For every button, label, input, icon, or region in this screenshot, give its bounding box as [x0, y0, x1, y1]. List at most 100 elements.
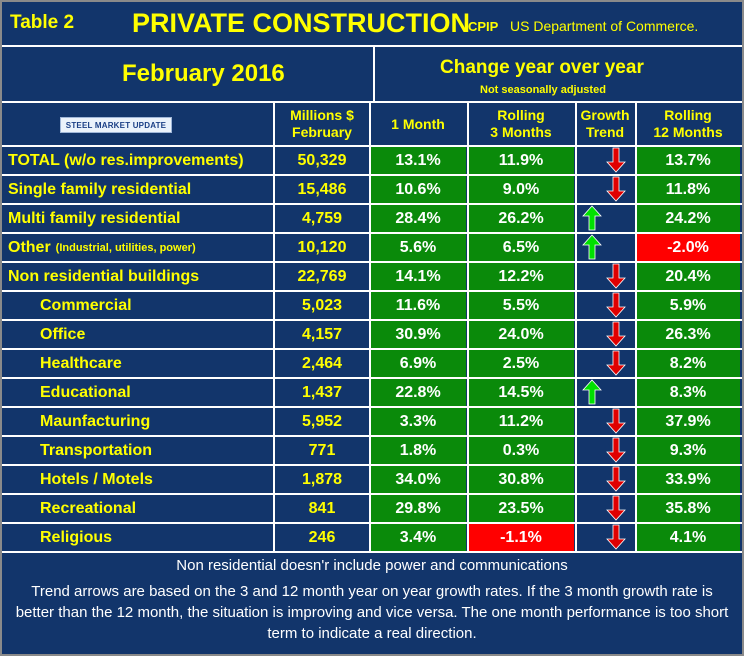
- one-month-cell: 13.1%: [370, 146, 466, 175]
- rolling-3-cell: 11.2%: [468, 407, 574, 436]
- col-header-one-month: 1 Month: [391, 115, 445, 132]
- row-label-text: TOTAL (w/o res.improvements): [8, 151, 244, 169]
- trend-down-arrow-icon: [606, 350, 626, 376]
- logo-text: STEEL MARKET UPDATE: [65, 120, 167, 130]
- trend-up-arrow-icon: [582, 234, 602, 260]
- rolling-3-cell: 26.2%: [468, 204, 574, 233]
- trend-down-arrow-icon: [606, 524, 626, 550]
- rolling-3-cell: 6.5%: [468, 233, 574, 262]
- grid-line: [2, 464, 742, 466]
- row-label: Commercial: [40, 291, 274, 320]
- row-label-text: Single family residential: [8, 180, 192, 198]
- row-label: Educational: [40, 378, 274, 407]
- one-month-cell: 30.9%: [370, 320, 466, 349]
- millions-cell: 5,952: [301, 412, 343, 430]
- trend-down-arrow-icon: [606, 466, 626, 492]
- rolling-12-cell: 8.3%: [636, 378, 740, 407]
- one-month-cell: 34.0%: [370, 465, 466, 494]
- one-month-cell: 10.6%: [370, 175, 466, 204]
- col-header-growth-trend: Growth Trend: [580, 107, 630, 140]
- rolling-12-cell: 24.2%: [636, 204, 740, 233]
- grid-line: [2, 203, 742, 205]
- rolling-3-cell: 9.0%: [468, 175, 574, 204]
- row-label: TOTAL (w/o res.improvements): [8, 146, 274, 175]
- one-month-cell: 6.9%: [370, 349, 466, 378]
- col-header-millions: Millions $ February: [290, 107, 354, 140]
- one-month-cell: 14.1%: [370, 262, 466, 291]
- grid-line: [575, 102, 577, 552]
- grid-line: [2, 145, 742, 147]
- rolling-12-cell: 13.7%: [636, 146, 740, 175]
- trend-down-arrow-icon: [606, 263, 626, 289]
- rolling-12-cell: 5.9%: [636, 291, 740, 320]
- row-label: Transportation: [40, 436, 274, 465]
- grid-line: [2, 493, 742, 495]
- grid-line: [2, 406, 742, 408]
- row-label: Office: [40, 320, 274, 349]
- one-month-cell: 28.4%: [370, 204, 466, 233]
- rolling-3-cell: 30.8%: [468, 465, 574, 494]
- grid-line: [2, 101, 742, 103]
- row-label: Other (Industrial, utilities, power): [8, 233, 274, 262]
- footnote-trend: Trend arrows are based on the 3 and 12 m…: [15, 583, 729, 642]
- row-label-text: Commercial: [40, 296, 132, 314]
- row-label-text: Religious: [40, 528, 113, 546]
- one-month-cell: 3.4%: [370, 523, 466, 552]
- title-source: US Department of Commerce.: [510, 18, 699, 34]
- trend-up-arrow-icon: [582, 379, 602, 405]
- rolling-3-cell: 2.5%: [468, 349, 574, 378]
- row-label-text: Educational: [40, 383, 131, 401]
- grid-line: [2, 319, 742, 321]
- grid-line: [2, 551, 742, 553]
- grid-line: [369, 102, 371, 552]
- millions-cell: 4,157: [301, 325, 343, 343]
- trend-down-arrow-icon: [606, 495, 626, 521]
- trend-down-arrow-icon: [606, 321, 626, 347]
- grid-line: [635, 102, 637, 552]
- grid-line: [467, 102, 469, 552]
- not-seasonally-label: Not seasonally adjusted: [480, 84, 606, 96]
- millions-cell: 5,023: [301, 296, 343, 314]
- rolling-12-cell: 8.2%: [636, 349, 740, 378]
- millions-cell: 1,437: [301, 383, 343, 401]
- row-label: Multi family residential: [8, 204, 274, 233]
- trend-up-arrow-icon: [582, 205, 602, 231]
- rolling-3-cell: 23.5%: [468, 494, 574, 523]
- grid-line: [2, 261, 742, 263]
- row-label-note: (Industrial, utilities, power): [55, 241, 196, 254]
- page-title: PRIVATE CONSTRUCTION: [132, 8, 471, 38]
- trend-down-arrow-icon: [606, 408, 626, 434]
- millions-cell: 15,486: [297, 180, 347, 198]
- rolling-12-cell: 9.3%: [636, 436, 740, 465]
- row-label: Maunfacturing: [40, 407, 274, 436]
- row-label-text: Healthcare: [40, 354, 122, 372]
- millions-cell: 10,120: [297, 238, 347, 256]
- row-label-text: Non residential buildings: [8, 267, 200, 285]
- one-month-cell: 1.8%: [370, 436, 466, 465]
- millions-cell: 771: [308, 441, 336, 459]
- rolling-12-cell: 26.3%: [636, 320, 740, 349]
- row-label: Healthcare: [40, 349, 274, 378]
- change-header: Change year over year: [440, 57, 644, 78]
- row-label-text: Other: [8, 238, 51, 256]
- row-label: Non residential buildings: [8, 262, 274, 291]
- row-label-text: Maunfacturing: [40, 412, 151, 430]
- row-label: Single family residential: [8, 175, 274, 204]
- trend-down-arrow-icon: [606, 292, 626, 318]
- grid-line: [2, 435, 742, 437]
- rolling-12-cell: 11.8%: [636, 175, 740, 204]
- rolling-12-cell: 37.9%: [636, 407, 740, 436]
- trend-down-arrow-icon: [606, 147, 626, 173]
- row-label-text: Multi family residential: [8, 209, 181, 227]
- rolling-12-cell: -2.0%: [636, 233, 740, 262]
- one-month-cell: 11.6%: [370, 291, 466, 320]
- title-code: CPIP: [468, 19, 499, 34]
- row-label-text: Recreational: [40, 499, 137, 517]
- footnote-nonres: Non residential doesn'r include power an…: [176, 557, 568, 574]
- rolling-12-cell: 35.8%: [636, 494, 740, 523]
- rolling-3-cell: 11.9%: [468, 146, 574, 175]
- steel-market-update-logo: STEEL MARKET UPDATE: [60, 117, 172, 133]
- period-label: February 2016: [122, 60, 285, 87]
- grid-line: [2, 377, 742, 379]
